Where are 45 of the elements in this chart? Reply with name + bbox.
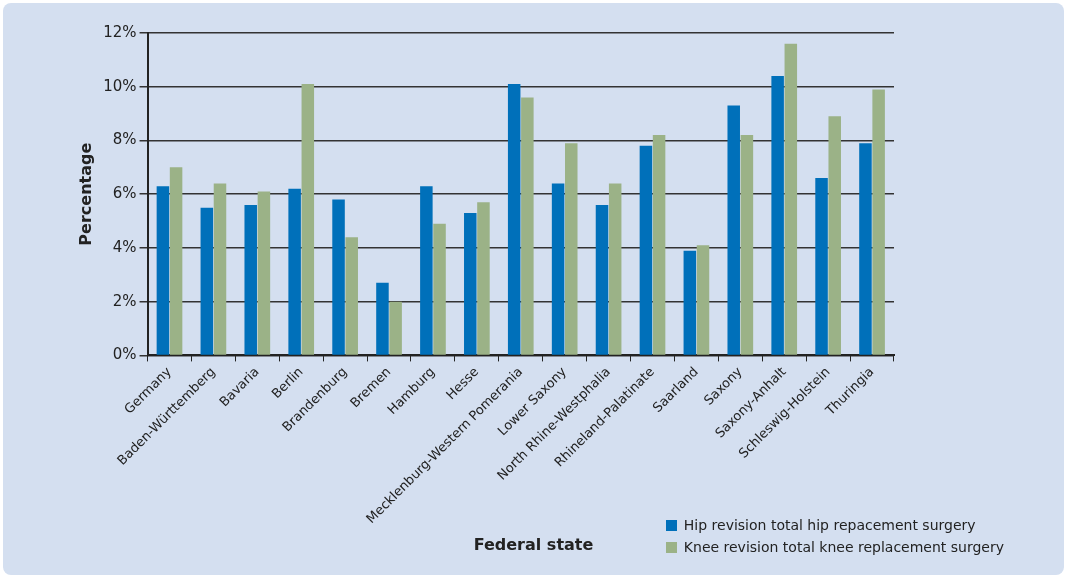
y-tick-label: 2% [112,291,137,310]
bar [433,223,446,355]
bar [288,188,301,355]
bar [345,237,358,355]
legend-label: Hip revision total hip repacement surgery [683,517,976,533]
bar [652,135,666,355]
legend-label: Knee revision total knee replacement surgery [683,539,1004,555]
y-tick-label: 0% [112,345,137,364]
bar [521,97,534,355]
bar [301,84,315,355]
x-axis-title: Federal state [473,535,594,554]
bar [784,43,798,355]
bar [551,183,565,355]
bar [565,143,578,355]
y-tick-label: 6% [112,184,137,203]
bar [872,89,885,355]
bar [595,204,609,355]
y-tick-label: 12% [103,22,137,41]
bar [332,199,345,355]
bar [771,75,784,355]
bar [639,145,653,355]
bar [169,167,183,355]
bar [464,213,477,355]
bar [257,191,271,355]
bar [420,186,433,355]
bar [683,250,697,355]
bar [740,135,754,355]
bar [608,183,622,355]
bar [815,178,828,355]
bar [376,282,389,355]
y-tick-label: 4% [112,237,137,256]
y-tick-label: 10% [103,76,137,95]
bar [696,245,710,355]
bar [244,204,257,355]
bar [507,84,521,355]
bar [389,301,402,355]
bar [200,207,214,355]
bar [156,186,170,355]
bar [859,143,872,355]
bar [828,116,841,355]
bar [477,202,490,355]
bar [727,105,740,355]
y-axis-title: Percentage [75,142,95,246]
bar [213,183,227,355]
y-tick-label: 8% [112,130,137,149]
